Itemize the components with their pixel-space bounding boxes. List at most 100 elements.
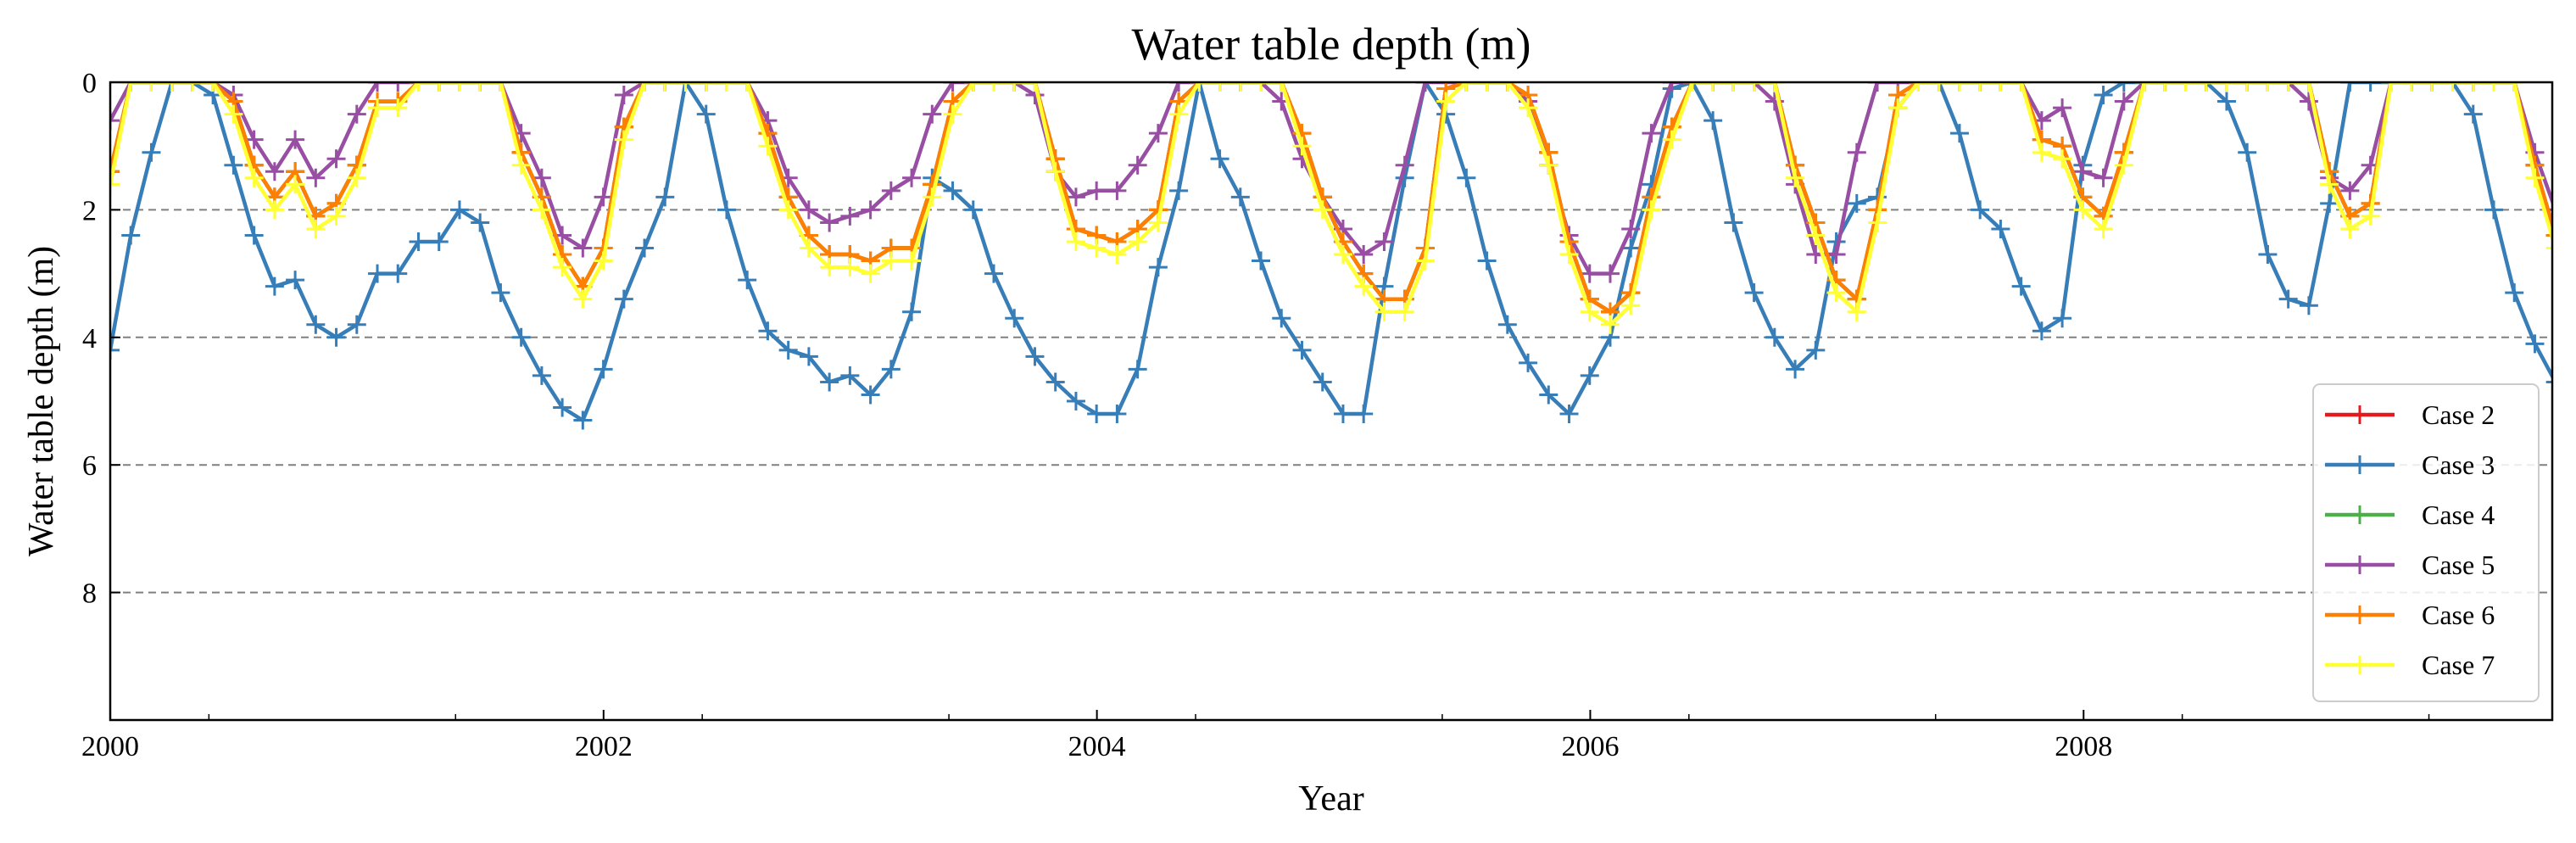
x-axis-label: Year — [1298, 779, 1363, 818]
data-point — [1806, 226, 1826, 245]
data-point — [244, 226, 264, 245]
data-point — [635, 82, 655, 92]
data-point — [491, 82, 510, 92]
data-point — [306, 315, 326, 334]
data-point — [511, 155, 531, 175]
data-point — [840, 206, 860, 226]
data-point — [902, 168, 922, 187]
data-point — [1991, 82, 2010, 92]
data-point — [1128, 360, 1147, 379]
legend-item: Case 7 — [2325, 650, 2495, 680]
data-point — [2320, 175, 2339, 194]
data-point — [820, 258, 839, 277]
data-point — [265, 162, 284, 181]
data-point — [1107, 181, 1127, 200]
data-point — [2053, 149, 2072, 169]
data-point — [758, 137, 778, 156]
data-point — [1066, 392, 1085, 410]
data-point — [1682, 82, 1702, 92]
data-point — [963, 200, 983, 220]
data-point — [1497, 315, 1517, 334]
data-point — [1580, 264, 1599, 283]
data-point — [881, 360, 900, 379]
data-point — [1477, 82, 1497, 92]
data-point — [1642, 200, 1661, 220]
data-point — [594, 251, 613, 271]
data-point — [1005, 82, 1024, 92]
data-point — [840, 366, 860, 385]
data-point — [2278, 289, 2298, 309]
data-point — [244, 168, 264, 187]
data-point — [1457, 168, 1476, 187]
data-point — [2361, 206, 2380, 226]
data-point — [943, 104, 962, 124]
data-point — [553, 398, 572, 417]
data-point — [573, 238, 593, 258]
data-point — [1045, 372, 1065, 392]
data-point — [2011, 82, 2031, 92]
chart-title: Water table depth (m) — [1132, 19, 1531, 70]
data-point — [553, 258, 572, 277]
data-point — [1744, 283, 1764, 303]
legend-label: Case 7 — [2422, 650, 2495, 680]
data-point — [388, 264, 408, 283]
data-point — [1292, 137, 1312, 156]
series-3 — [110, 82, 2576, 321]
data-point — [1148, 124, 1168, 143]
data-point — [1025, 82, 1045, 92]
data-point — [2443, 82, 2462, 92]
data-point — [820, 372, 839, 392]
data-point — [1374, 302, 1394, 321]
data-point — [2545, 247, 2552, 250]
plot-frame — [109, 81, 2554, 722]
legend-item: Case 5 — [2325, 550, 2495, 580]
series-1 — [110, 82, 2552, 321]
data-point — [2505, 283, 2524, 303]
y-tick-label: 6 — [82, 450, 97, 482]
data-point — [2238, 142, 2257, 162]
data-point — [110, 162, 120, 181]
data-point — [429, 232, 449, 251]
data-point — [286, 175, 305, 194]
x-tick-label: 2004 — [1068, 731, 1126, 762]
data-point — [2567, 277, 2576, 296]
data-point — [162, 82, 181, 92]
data-point — [1313, 200, 1332, 220]
data-point — [614, 86, 633, 105]
y-tick-label: 4 — [82, 323, 97, 355]
data-point — [1724, 82, 1743, 92]
y-axis-label: Water table depth (m) — [22, 246, 61, 556]
data-point — [655, 82, 675, 92]
data-point — [1991, 219, 2010, 238]
data-point — [902, 302, 922, 321]
data-point — [1559, 405, 1579, 424]
y-tick-label: 0 — [82, 68, 97, 99]
y-tick-label: 8 — [82, 578, 97, 610]
data-point — [2340, 181, 2360, 200]
legend-marker — [2350, 606, 2369, 624]
data-point — [1354, 276, 1374, 296]
data-point — [1087, 181, 1107, 200]
data-point — [2567, 290, 2576, 309]
data-point — [2299, 82, 2318, 92]
data-point — [182, 82, 202, 92]
data-point — [1210, 149, 1229, 169]
data-point — [2216, 92, 2236, 111]
data-point — [2567, 277, 2576, 296]
series-layer — [110, 82, 2576, 430]
data-point — [1066, 187, 1085, 207]
legend-label: Case 4 — [2422, 500, 2495, 530]
series-6 — [110, 82, 2576, 334]
data-point — [2216, 82, 2236, 92]
data-point — [1252, 251, 1271, 271]
data-point — [1600, 264, 1620, 283]
data-point — [2114, 155, 2133, 175]
data-point — [1786, 360, 1805, 379]
data-point — [388, 98, 408, 118]
data-point — [1313, 372, 1332, 392]
data-point — [1272, 82, 1291, 92]
data-point — [286, 271, 305, 290]
grid-lines — [110, 209, 2552, 594]
data-point — [471, 82, 490, 92]
